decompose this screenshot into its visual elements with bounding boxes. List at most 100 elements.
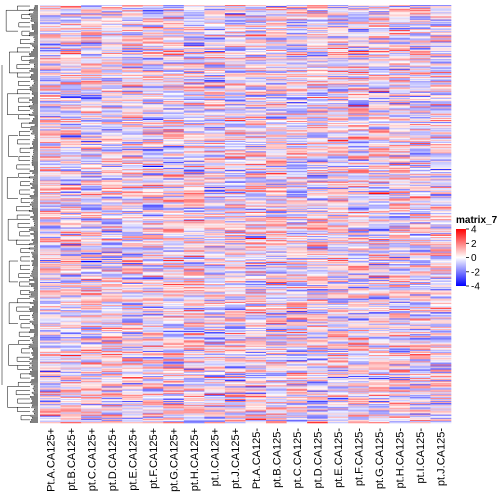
heatmap-cell bbox=[81, 73, 102, 76]
heatmap-cell bbox=[122, 257, 144, 260]
heatmap-cell bbox=[101, 192, 123, 194]
heatmap-cell bbox=[40, 393, 61, 396]
heatmap-cell bbox=[40, 229, 61, 232]
heatmap-cell bbox=[245, 223, 267, 225]
heatmap-cell bbox=[40, 95, 61, 98]
heatmap-cell bbox=[204, 200, 226, 202]
heatmap-cell bbox=[266, 246, 287, 248]
heatmap-cell bbox=[286, 93, 308, 96]
heatmap-cell bbox=[266, 272, 287, 274]
heatmap-cell bbox=[183, 57, 205, 59]
heatmap-cell bbox=[286, 100, 308, 102]
heatmap-cell bbox=[163, 348, 185, 351]
heatmap-cell bbox=[122, 94, 144, 97]
heatmap-cell bbox=[40, 366, 61, 368]
heatmap-cell bbox=[204, 344, 226, 346]
heatmap-cell bbox=[60, 231, 82, 234]
heatmap-cell bbox=[101, 401, 123, 403]
heatmap-cell bbox=[101, 296, 123, 298]
heatmap-cell bbox=[81, 214, 102, 216]
heatmap-cell bbox=[204, 384, 226, 386]
heatmap-cell bbox=[163, 75, 185, 77]
heatmap-cell bbox=[60, 308, 82, 310]
heatmap-cell bbox=[40, 336, 61, 338]
heatmap-cell bbox=[60, 367, 82, 369]
heatmap-cell bbox=[266, 191, 287, 193]
heatmap-cell bbox=[81, 320, 102, 322]
heatmap-cell bbox=[40, 146, 61, 148]
heatmap-cell bbox=[101, 209, 123, 212]
heatmap-cell bbox=[142, 99, 164, 101]
heatmap-cell bbox=[122, 158, 144, 160]
heatmap-cell bbox=[183, 53, 205, 55]
heatmap-cell bbox=[204, 94, 226, 97]
heatmap-cell bbox=[142, 383, 164, 385]
heatmap-cell bbox=[122, 168, 144, 170]
heatmap-cell bbox=[142, 203, 164, 205]
heatmap-cell bbox=[204, 66, 226, 68]
heatmap-cell bbox=[81, 42, 102, 44]
heatmap-cell bbox=[204, 211, 226, 214]
heatmap-cell bbox=[286, 125, 308, 127]
heatmap-cell bbox=[163, 50, 185, 53]
heatmap-cell bbox=[40, 288, 61, 290]
heatmap-cell bbox=[60, 137, 82, 140]
heatmap-cell bbox=[101, 174, 123, 176]
heatmap-cell bbox=[224, 402, 246, 404]
heatmap-cell bbox=[122, 92, 144, 95]
heatmap-cell bbox=[101, 317, 123, 319]
heatmap-cell bbox=[60, 38, 82, 40]
heatmap-cell bbox=[183, 172, 205, 174]
heatmap-cell bbox=[40, 364, 61, 366]
heatmap-cell bbox=[40, 275, 61, 277]
heatmap-cell bbox=[286, 23, 308, 26]
heatmap-cell bbox=[81, 272, 102, 274]
heatmap-cell bbox=[101, 154, 123, 156]
heatmap-cell bbox=[122, 58, 144, 60]
heatmap-cell bbox=[183, 331, 205, 333]
heatmap-cell bbox=[142, 72, 164, 75]
heatmap-cell bbox=[266, 130, 287, 132]
heatmap-cell bbox=[101, 284, 123, 286]
heatmap-cell bbox=[224, 134, 246, 136]
heatmap-cell bbox=[266, 240, 287, 242]
heatmap-cell bbox=[122, 325, 144, 328]
heatmap-cell bbox=[266, 356, 287, 358]
heatmap-cell bbox=[183, 18, 205, 20]
heatmap-cell bbox=[101, 335, 123, 337]
heatmap-cell bbox=[224, 150, 246, 152]
heatmap-cell bbox=[81, 238, 102, 240]
heatmap-cell bbox=[245, 308, 267, 310]
heatmap-cell bbox=[245, 53, 267, 55]
heatmap-cell bbox=[245, 366, 267, 368]
heatmap-cell bbox=[245, 181, 267, 183]
heatmap-cell bbox=[266, 193, 287, 195]
heatmap-cell bbox=[122, 216, 144, 218]
heatmap-cell bbox=[142, 183, 164, 186]
heatmap-cell bbox=[122, 164, 144, 167]
heatmap-cell bbox=[163, 14, 185, 16]
heatmap-cell bbox=[266, 209, 287, 212]
heatmap-cell bbox=[245, 344, 267, 346]
heatmap-cell bbox=[40, 268, 61, 270]
heatmap-cell bbox=[204, 221, 226, 223]
heatmap-cell bbox=[81, 150, 102, 152]
heatmap-cell bbox=[204, 387, 226, 389]
heatmap-cell bbox=[286, 124, 308, 126]
heatmap-cell bbox=[81, 340, 102, 342]
heatmap-cell bbox=[122, 46, 144, 49]
heatmap-cell bbox=[266, 224, 287, 226]
heatmap-cell bbox=[40, 196, 61, 198]
heatmap-cell bbox=[286, 130, 308, 132]
heatmap-cell bbox=[245, 265, 267, 267]
heatmap-cell bbox=[224, 19, 246, 21]
heatmap-cell bbox=[163, 382, 185, 384]
heatmap-cell bbox=[183, 412, 205, 414]
heatmap-cell bbox=[163, 137, 185, 140]
heatmap-cell bbox=[204, 204, 226, 206]
heatmap-cell bbox=[204, 408, 226, 410]
heatmap-cell bbox=[81, 268, 102, 270]
heatmap-cell bbox=[204, 182, 226, 184]
heatmap-cell bbox=[224, 345, 246, 348]
heatmap-cell bbox=[101, 230, 123, 233]
